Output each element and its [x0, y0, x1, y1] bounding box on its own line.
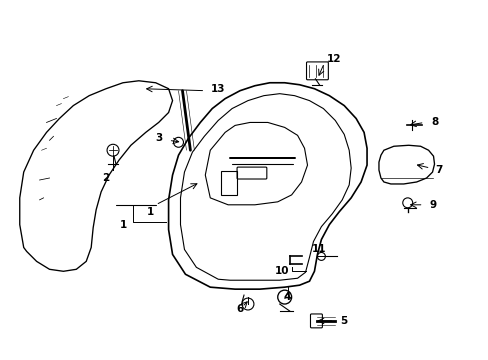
Text: 2: 2: [102, 173, 109, 183]
Text: 1: 1: [119, 220, 126, 230]
Text: 11: 11: [311, 244, 326, 255]
Text: 10: 10: [274, 266, 288, 276]
Text: 5: 5: [340, 316, 347, 326]
Text: 1: 1: [147, 207, 154, 217]
Text: 6: 6: [236, 304, 243, 314]
Text: 9: 9: [429, 200, 436, 210]
Text: 13: 13: [210, 84, 225, 94]
Text: 4: 4: [284, 292, 291, 302]
Text: 3: 3: [155, 133, 162, 143]
Text: 7: 7: [434, 165, 441, 175]
Text: 8: 8: [430, 117, 437, 127]
Text: 12: 12: [326, 54, 341, 64]
